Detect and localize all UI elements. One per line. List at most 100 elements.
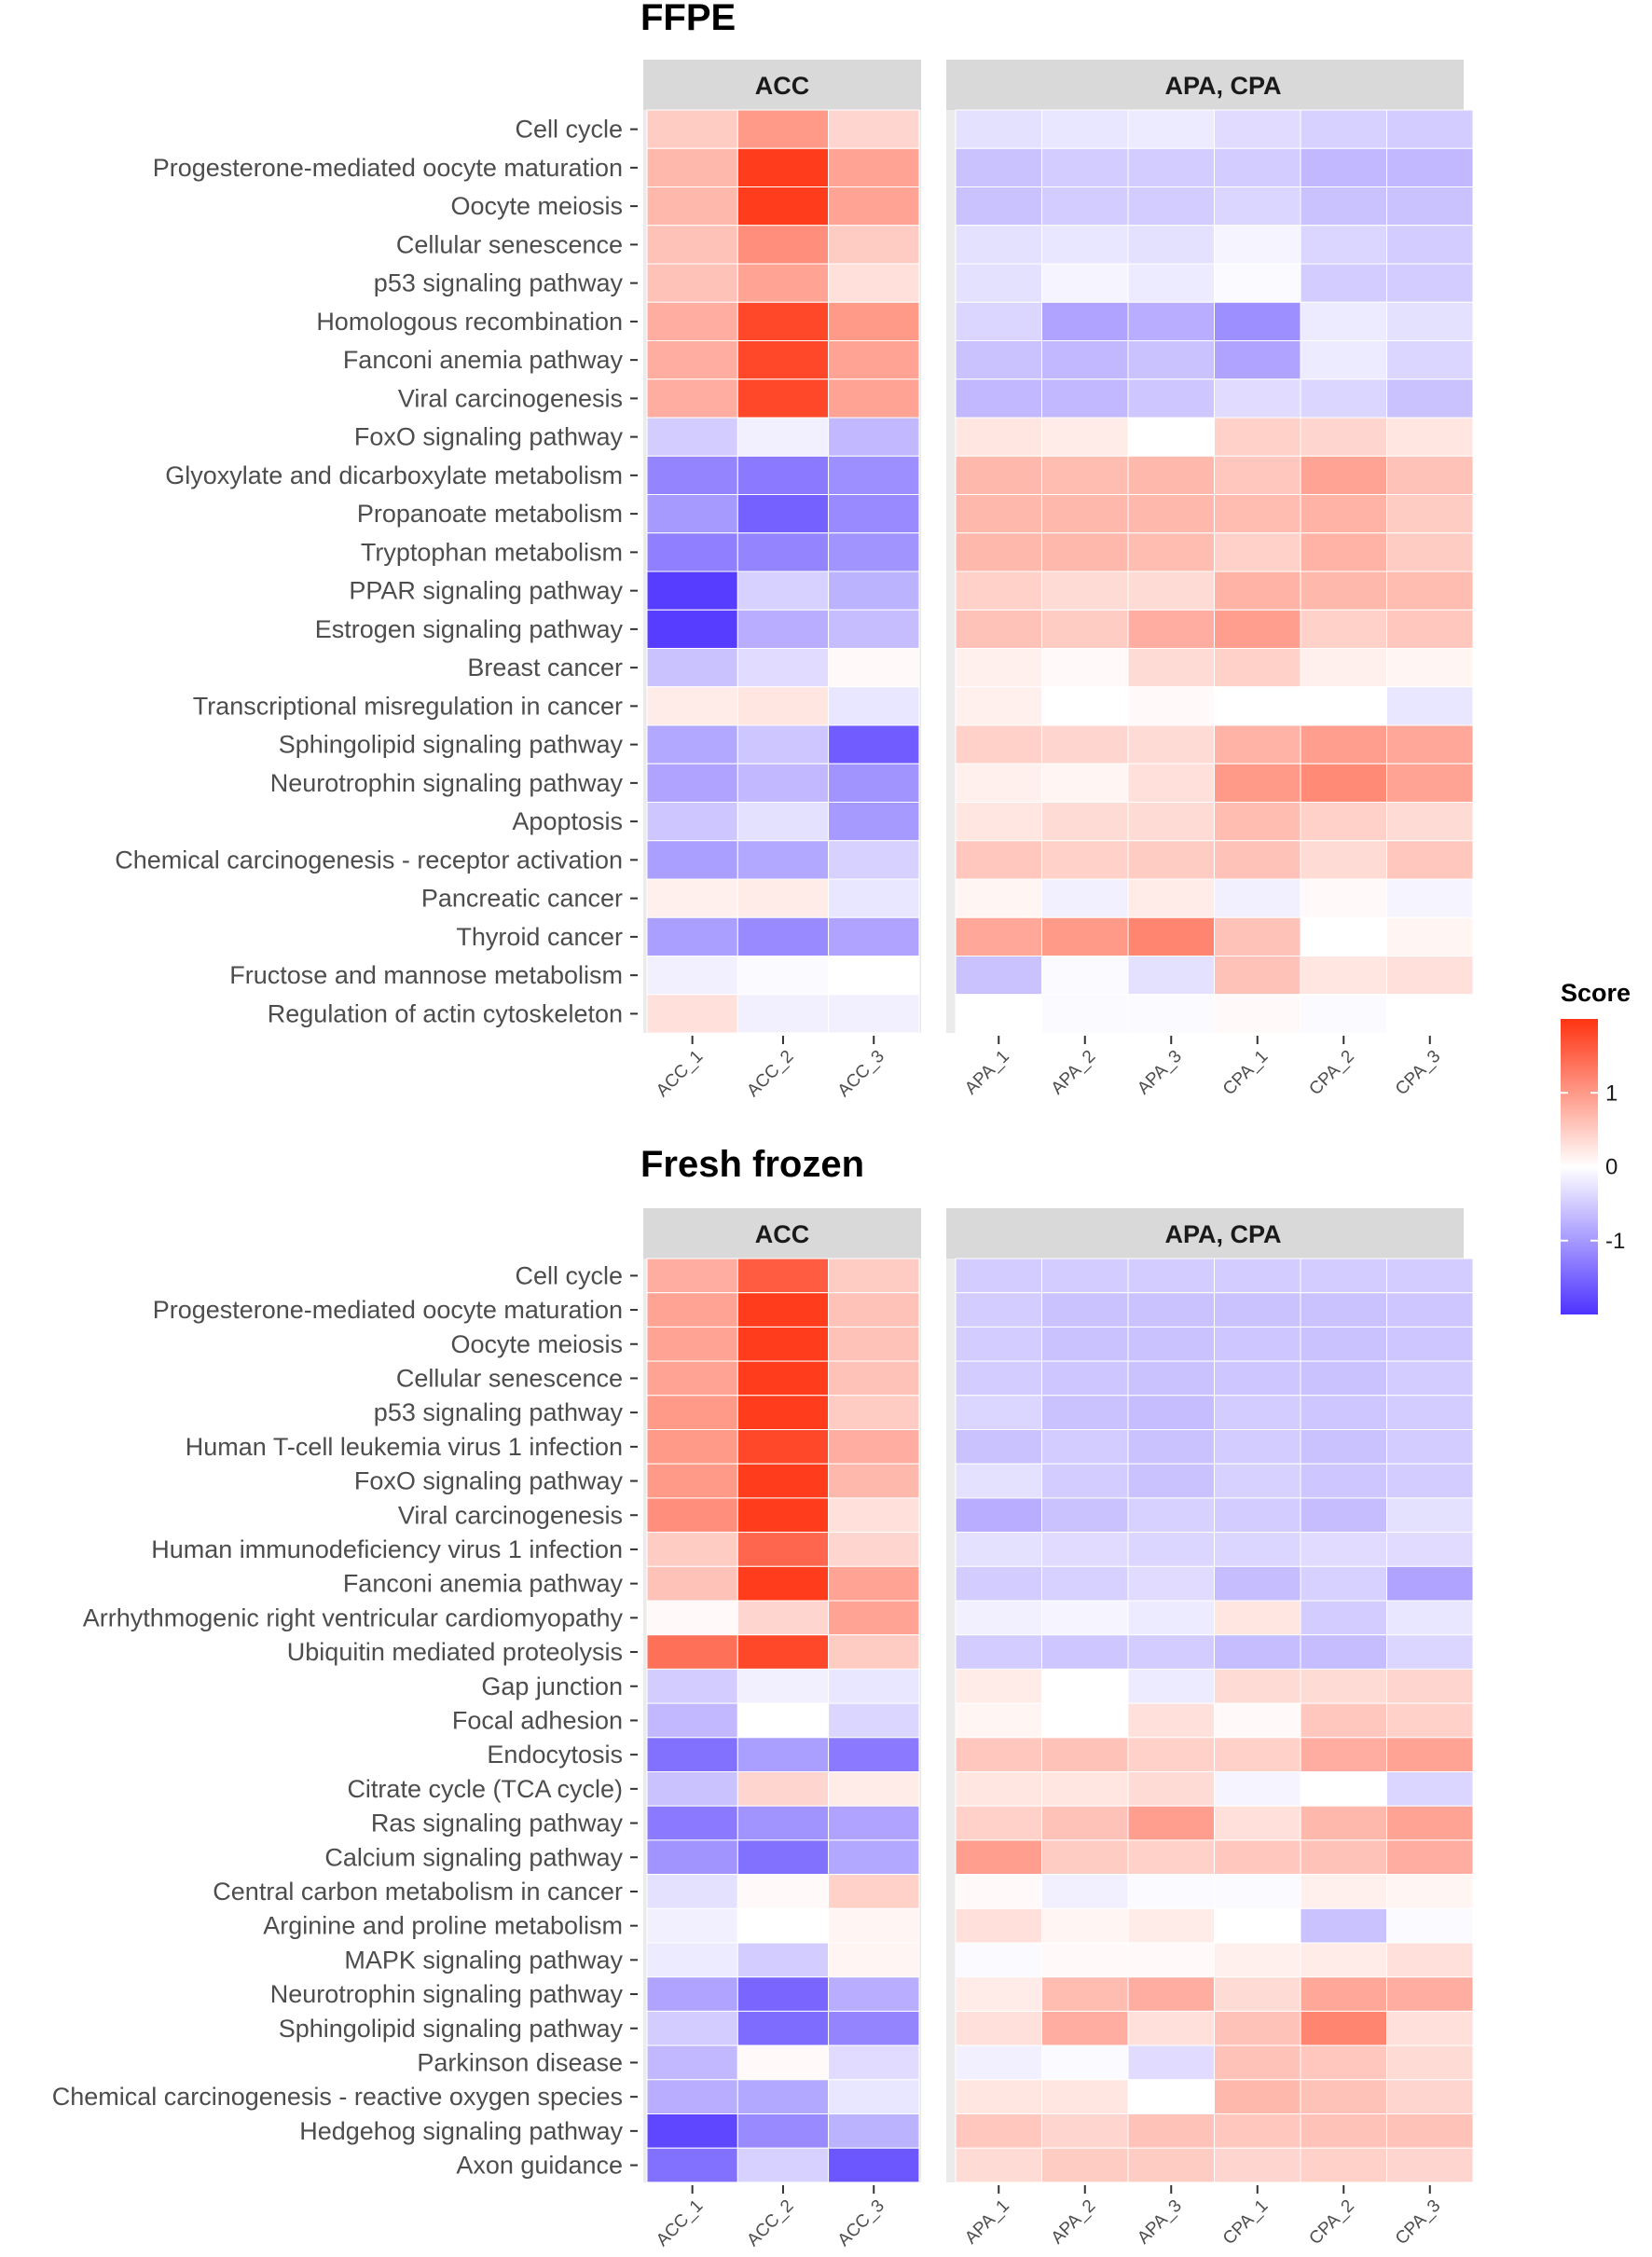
heatmap-cell	[1127, 455, 1215, 495]
heatmap-cell	[1214, 2079, 1301, 2115]
fresh-frozen-strip-apa-cpa-label: APA, CPA	[1164, 1220, 1281, 1248]
ffpe-title: FFPE	[640, 0, 736, 38]
heatmap-cell	[955, 340, 1042, 380]
heatmap-cell	[646, 648, 738, 688]
heatmap-cell	[646, 1942, 738, 1978]
heatmap-cell	[737, 686, 830, 726]
heatmap-cell	[1041, 840, 1129, 880]
heatmap-cell	[737, 1668, 830, 1704]
row-label: Hedgehog signaling pathway	[299, 2117, 623, 2145]
heatmap-cell	[1041, 532, 1129, 572]
heatmap-cell	[1386, 1429, 1474, 1465]
heatmap-cell	[1300, 378, 1387, 419]
heatmap-cell	[737, 1258, 830, 1294]
heatmap-cell	[1127, 2079, 1215, 2115]
heatmap-cell	[1127, 763, 1215, 803]
heatmap-cell	[1386, 1326, 1474, 1362]
heatmap-cell	[955, 1874, 1042, 1909]
heatmap-cell	[737, 609, 830, 649]
heatmap-cell	[955, 301, 1042, 341]
heatmap-cell	[646, 571, 738, 611]
heatmap-cell	[1386, 1839, 1474, 1876]
heatmap-cell	[1214, 301, 1301, 341]
heatmap-cell	[737, 648, 830, 688]
heatmap-cell	[1127, 916, 1215, 956]
ffpe-strip-apa-cpa-bg	[946, 60, 1464, 110]
heatmap-cell	[1127, 532, 1215, 572]
heatmap-cell	[955, 1976, 1042, 2012]
heatmap-cell	[737, 1395, 830, 1431]
heatmap-cell	[1386, 916, 1474, 956]
heatmap-cell	[646, 1737, 738, 1773]
row-label: Neurotrophin signaling pathway	[270, 769, 624, 797]
heatmap-cell	[1127, 1360, 1215, 1397]
heatmap-cell	[955, 225, 1042, 265]
heatmap-cell	[828, 1976, 920, 2012]
heatmap-cell	[828, 417, 920, 457]
heatmap-cell	[1300, 494, 1387, 534]
heatmap-cell	[646, 301, 738, 341]
heatmap-cell	[828, 109, 920, 149]
ffpe-cells	[646, 109, 1474, 1034]
heatmap-cell	[828, 1634, 920, 1670]
heatmap-cell	[828, 994, 920, 1034]
heatmap-cell	[1214, 417, 1301, 457]
heatmap-cell	[955, 455, 1042, 495]
heatmap-cell	[1386, 648, 1474, 688]
heatmap-cell	[1214, 1429, 1301, 1465]
legend-tick-label: 1	[1605, 1080, 1618, 1106]
heatmap-cell	[1041, 301, 1129, 341]
heatmap-cell	[828, 1600, 920, 1636]
heatmap-cell	[1300, 878, 1387, 918]
heatmap-cell	[1041, 147, 1129, 187]
heatmap-cell	[1127, 1292, 1215, 1328]
heatmap-cell	[1127, 2010, 1215, 2046]
heatmap-cell	[1386, 147, 1474, 187]
column-label: ACC_3	[834, 1047, 888, 1101]
row-label: Arginine and proline metabolism	[263, 1912, 623, 1940]
heatmap-cell	[1386, 763, 1474, 803]
heatmap-cell	[955, 1395, 1042, 1431]
heatmap-cell	[1041, 724, 1129, 764]
row-label: Cell cycle	[515, 116, 623, 144]
heatmap-cell	[1300, 1702, 1387, 1739]
heatmap-cell	[737, 956, 830, 996]
column-label: ACC_2	[743, 1047, 797, 1101]
heatmap-cell	[1386, 609, 1474, 649]
heatmap-cell	[828, 186, 920, 227]
row-label: Progesterone-mediated oocyte maturation	[153, 1296, 623, 1324]
heatmap-cell	[1300, 571, 1387, 611]
heatmap-cell	[955, 956, 1042, 996]
row-label: Neurotrophin signaling pathway	[270, 1980, 624, 2008]
heatmap-cell	[1386, 1805, 1474, 1841]
heatmap-cell	[828, 1907, 920, 1944]
heatmap-cell	[737, 763, 830, 803]
heatmap-cell	[1386, 802, 1474, 842]
row-label: Central carbon metabolism in cancer	[213, 1878, 623, 1906]
heatmap-cell	[1127, 609, 1215, 649]
heatmap-cell	[1127, 1258, 1215, 1294]
heatmap-cell	[1127, 1326, 1215, 1362]
heatmap-cell	[1300, 1976, 1387, 2012]
heatmap-cell	[955, 994, 1042, 1034]
heatmap-cell	[1300, 1395, 1387, 1431]
heatmap-cell	[1386, 225, 1474, 265]
heatmap-cell	[828, 1360, 920, 1397]
heatmap-cell	[955, 532, 1042, 572]
heatmap-cell	[1300, 1737, 1387, 1773]
heatmap-cell	[1386, 455, 1474, 495]
row-label: p53 signaling pathway	[374, 269, 624, 297]
heatmap-cell	[1214, 916, 1301, 956]
heatmap-cell	[737, 1600, 830, 1636]
heatmap-cell	[1214, 1874, 1301, 1909]
heatmap-cell	[1127, 1942, 1215, 1978]
heatmap-cell	[1386, 1360, 1474, 1397]
heatmap-cell	[1386, 1497, 1474, 1534]
heatmap-cell	[828, 609, 920, 649]
heatmap-cell	[737, 301, 830, 341]
row-label: Fructose and mannose metabolism	[229, 961, 623, 989]
heatmap-cell	[828, 1532, 920, 1567]
heatmap-cell	[955, 1600, 1042, 1636]
fresh-frozen-heatmap: Fresh frozen ACC APA, CPA Cell cycle Prog…	[52, 1144, 1474, 2250]
heatmap-cell	[1041, 878, 1129, 918]
